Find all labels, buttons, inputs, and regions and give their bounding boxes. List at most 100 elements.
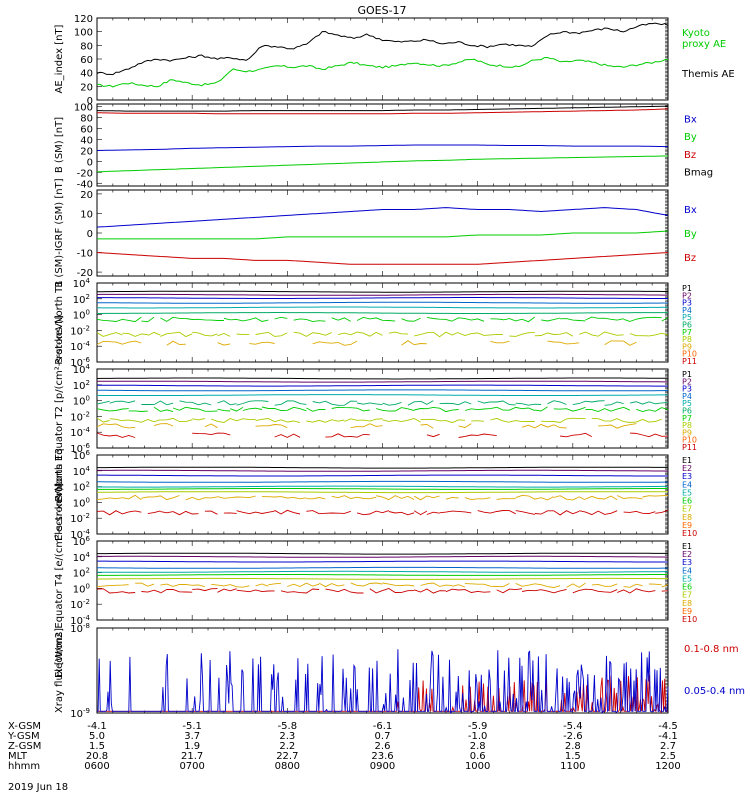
footer-label-y-gsm: Y-GSM (7, 731, 40, 742)
flux-line-e10 (496, 588, 523, 594)
y-tick-label: 100 (74, 28, 93, 39)
y-tick-label: 106 (73, 449, 91, 462)
y-tick-label: 10-2 (70, 598, 90, 611)
flux-line-p8 (293, 331, 332, 337)
flux-line-p8 (490, 417, 510, 423)
legend-e9: E9 (682, 607, 692, 616)
flux-line-e10 (160, 510, 199, 516)
flux-line-e8 (445, 496, 459, 500)
footer-value: 2.3 (279, 731, 295, 742)
y-tick-label: 10-9 (70, 707, 90, 720)
series-line-short-xray (97, 649, 669, 714)
y-tick-label: 10-4 (70, 528, 90, 541)
flux-line-e8 (413, 495, 440, 501)
flux-line-p6 (179, 400, 212, 406)
flux-line-p6 (97, 312, 668, 314)
flux-line-p8 (629, 332, 669, 337)
flux-line-e8 (96, 494, 142, 501)
series-line-themis-ae (96, 22, 669, 76)
flux-line-e8 (648, 583, 662, 586)
legend-bx: Bx (684, 205, 697, 216)
flux-line-p7 (452, 317, 485, 322)
flux-line-p7 (230, 407, 244, 412)
flux-line-e10 (522, 588, 567, 594)
flux-line-p7 (502, 316, 536, 323)
flux-line-e10 (414, 588, 446, 594)
footer-value: -5.1 (182, 721, 202, 732)
flux-line-p7 (541, 317, 561, 322)
y-tick-label: 102 (73, 293, 90, 306)
flux-line-p9 (217, 342, 231, 346)
flux-line-e3 (97, 474, 668, 477)
flux-line-p11 (325, 433, 370, 438)
legend-p3: P3 (682, 385, 692, 394)
series-line-bz (96, 108, 669, 115)
flux-line-p9 (598, 423, 637, 429)
flux-line-p7 (585, 406, 631, 412)
legend-e3: E3 (682, 472, 692, 481)
y-tick-label: 60 (80, 125, 93, 136)
flux-line-e8 (623, 583, 643, 588)
legend-xray-short: 0.05-0.4 nm (684, 686, 745, 697)
legend-e1: E1 (682, 456, 692, 465)
legend-xray-long: 0.1-0.8 nm (684, 644, 739, 655)
flux-line-p9 (153, 423, 174, 427)
flux-line-e10 (141, 589, 161, 593)
flux-line-p8 (236, 333, 250, 336)
flux-line-e8 (553, 495, 586, 501)
footer-value: 2.8 (470, 741, 486, 752)
flux-line-p7 (172, 406, 218, 412)
footer-value: 21.7 (181, 751, 203, 762)
flux-line-e10 (223, 512, 237, 514)
series-line-kyoto-proxy-ae (96, 56, 669, 88)
flux-line-e8 (515, 494, 555, 501)
flux-line-e8 (382, 582, 415, 587)
flux-line-p7 (414, 406, 459, 413)
y-axis-label: Protons Equator T2 [p/(cm²-s-sr-keV)] (54, 315, 65, 502)
flux-line-p8 (509, 332, 535, 337)
flux-line-p5 (96, 306, 668, 309)
footer-value: 1.5 (565, 751, 581, 762)
flux-line-p7 (560, 318, 586, 322)
y-tick-label: 10-2 (70, 410, 90, 423)
flux-line-p8 (192, 418, 205, 421)
flux-line-p8 (211, 418, 256, 423)
y-tick-label: 100 (73, 582, 90, 595)
legend-bmag: Bmag (684, 168, 713, 179)
flux-line-p8 (255, 418, 301, 424)
flux-line-e6 (97, 574, 668, 576)
legend-themis-ae: Themis AE (681, 69, 735, 80)
flux-line-p7 (128, 410, 148, 412)
flux-line-p9 (604, 340, 637, 346)
flux-line-p8 (147, 331, 161, 336)
legend-p4: P4 (682, 392, 692, 401)
flux-line-p7 (623, 316, 662, 322)
y-tick-label: 102 (73, 481, 90, 494)
flux-line-p11 (458, 433, 497, 438)
y-tick-label: 10-4 (70, 614, 90, 627)
flux-line-e10 (477, 510, 516, 515)
y-tick-label: 0 (87, 229, 93, 240)
flux-line-p7 (274, 316, 288, 320)
flux-line-e10 (192, 588, 218, 592)
flux-line-p7 (223, 317, 269, 322)
legend-p1: P1 (682, 284, 692, 293)
legend-p6: P6 (682, 407, 692, 416)
y-tick-label: 10-2 (70, 324, 90, 337)
flux-line-p9 (420, 423, 434, 429)
flux-line-p8 (109, 418, 123, 422)
flux-line-p6 (439, 401, 472, 406)
flux-line-e8 (464, 583, 510, 588)
flux-line-e6 (97, 488, 668, 490)
flux-line-p8 (579, 331, 624, 337)
flux-line-e1 (97, 466, 668, 469)
flux-line-p6 (109, 400, 136, 404)
flux-line-p8 (382, 418, 421, 423)
flux-line-e8 (585, 495, 618, 501)
legend-e4: E4 (682, 566, 692, 575)
legend-e7: E7 (682, 591, 692, 600)
y-axis-label: Xray flux [W/m2] (54, 628, 65, 713)
flux-line-p11 (560, 432, 593, 438)
panel-5: Protons Equator T2 [p/(cm²-s-sr-keV)] 10-… (54, 315, 697, 502)
